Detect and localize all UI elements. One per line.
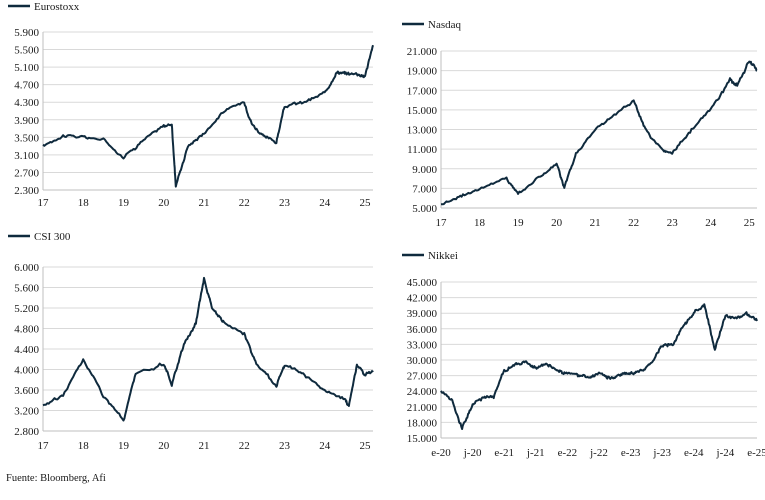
x-tick-label: 19 (118, 197, 130, 209)
x-tick-label: 25 (359, 197, 371, 209)
y-tick-label: 5.200 (14, 303, 39, 315)
y-tick-label: 4.300 (14, 97, 39, 109)
x-tick-label: 24 (319, 197, 331, 209)
legend: Nikkei (402, 250, 458, 262)
x-tick-label: 23 (279, 197, 291, 209)
y-tick-label: 9.000 (412, 164, 437, 176)
x-tick-label: 23 (279, 440, 291, 452)
y-tick-label: 3.500 (14, 132, 39, 144)
x-tick-label: j-21 (526, 447, 545, 459)
y-tick-label: 3.200 (14, 406, 39, 418)
y-tick-label: 5.500 (14, 45, 39, 57)
x-tick-label: j-23 (652, 447, 671, 459)
y-tick-label: 3.600 (14, 385, 39, 397)
legend: Nasdaq (402, 19, 461, 31)
x-tick-label: 18 (474, 217, 486, 229)
x-tick-label: 22 (239, 197, 250, 209)
x-tick-label: 25 (359, 440, 371, 452)
y-tick-label: 15.000 (407, 433, 438, 445)
y-tick-label: 27.000 (407, 371, 438, 383)
x-tick-label: j-20 (463, 447, 482, 459)
y-tick-label: 13.000 (407, 125, 438, 137)
legend: CSI 300 (8, 231, 71, 243)
x-tick-label: 24 (319, 440, 331, 452)
y-tick-label: 33.000 (407, 339, 438, 351)
y-tick-label: 5.000 (412, 203, 437, 215)
source-note: Fuente: Bloomberg, Afi (6, 473, 106, 484)
y-tick-label: 21.000 (407, 46, 438, 58)
x-tick-label: e-25 (747, 447, 765, 459)
y-tick-label: 2.800 (14, 426, 39, 438)
y-tick-label: 39.000 (407, 308, 438, 320)
x-tick-label: e-24 (684, 447, 704, 459)
legend: Eurostoxx (8, 1, 80, 13)
y-tick-label: 15.000 (407, 105, 438, 117)
legend-label: Nasdaq (428, 19, 461, 31)
y-tick-label: 3.100 (14, 150, 39, 162)
y-tick-label: 4.400 (14, 344, 39, 356)
x-tick-label: 17 (436, 217, 448, 229)
y-tick-label: 24.000 (407, 386, 438, 398)
series-line (42, 276, 374, 422)
x-tick-label: e-20 (431, 447, 451, 459)
y-tick-label: 5.100 (14, 62, 39, 74)
y-tick-label: 30.000 (407, 355, 438, 367)
y-tick-label: 19.000 (407, 66, 438, 78)
x-tick-label: 20 (158, 440, 170, 452)
y-tick-label: 42.000 (407, 293, 438, 305)
x-tick-label: 21 (590, 217, 601, 229)
y-tick-label: 21.000 (407, 402, 438, 414)
x-tick-label: 21 (198, 440, 209, 452)
x-tick-label: 19 (118, 440, 130, 452)
x-tick-label: 20 (158, 197, 170, 209)
x-tick-label: 24 (705, 217, 717, 229)
legend-label: Nikkei (428, 250, 458, 262)
x-tick-label: 23 (667, 217, 679, 229)
y-tick-label: 2.700 (14, 167, 39, 179)
x-tick-label: j-22 (589, 447, 608, 459)
y-tick-label: 5.600 (14, 283, 39, 295)
y-tick-label: 18.000 (407, 417, 438, 429)
x-tick-label: 17 (38, 440, 50, 452)
y-tick-label: 7.000 (412, 183, 437, 195)
x-tick-label: 18 (78, 197, 90, 209)
chart-panel-eurostoxx: Eurostoxx 2.300 2.700 3.100 3.500 3.900 4.300 4… (8, 1, 374, 209)
y-tick-label: 6.000 (14, 262, 39, 274)
chart-panel-csi300: CSI 300 2.800 3.200 3.600 4.000 4.400 4.800 5.2… (8, 231, 374, 452)
legend-label: CSI 300 (34, 231, 71, 243)
y-tick-label: 17.000 (407, 85, 438, 97)
x-tick-label: 21 (198, 197, 209, 209)
x-tick-label: j-24 (716, 447, 735, 459)
x-tick-label: 20 (551, 217, 563, 229)
y-tick-label: 3.900 (14, 115, 39, 127)
y-tick-label: 4.000 (14, 365, 39, 377)
chart-panel-nasdaq: Nasdaq 5.000 7.000 9.000 11.000 13.000 15.000 1… (402, 19, 758, 229)
x-tick-label: e-22 (558, 447, 578, 459)
x-tick-label: 22 (628, 217, 639, 229)
y-tick-label: 45.000 (407, 277, 438, 289)
y-tick-label: 2.300 (14, 185, 39, 197)
y-tick-label: 5.900 (14, 27, 39, 39)
x-tick-label: 22 (239, 440, 250, 452)
y-tick-label: 36.000 (407, 324, 438, 336)
y-tick-label: 11.000 (407, 144, 437, 156)
x-tick-label: e-21 (494, 447, 514, 459)
y-tick-label: 4.700 (14, 80, 39, 92)
legend-label: Eurostoxx (34, 1, 80, 13)
x-tick-label: 25 (744, 217, 756, 229)
x-tick-label: 18 (78, 440, 90, 452)
x-tick-label: e-23 (621, 447, 641, 459)
series-line (42, 44, 374, 188)
y-tick-label: 4.800 (14, 324, 39, 336)
series-line (440, 60, 758, 206)
series-line (440, 303, 758, 430)
chart-panel-nikkei: Nikkei 15.000 18.000 21.000 24.000 27.000 30.0… (402, 250, 765, 459)
x-tick-label: 17 (38, 197, 50, 209)
x-tick-label: 19 (513, 217, 525, 229)
